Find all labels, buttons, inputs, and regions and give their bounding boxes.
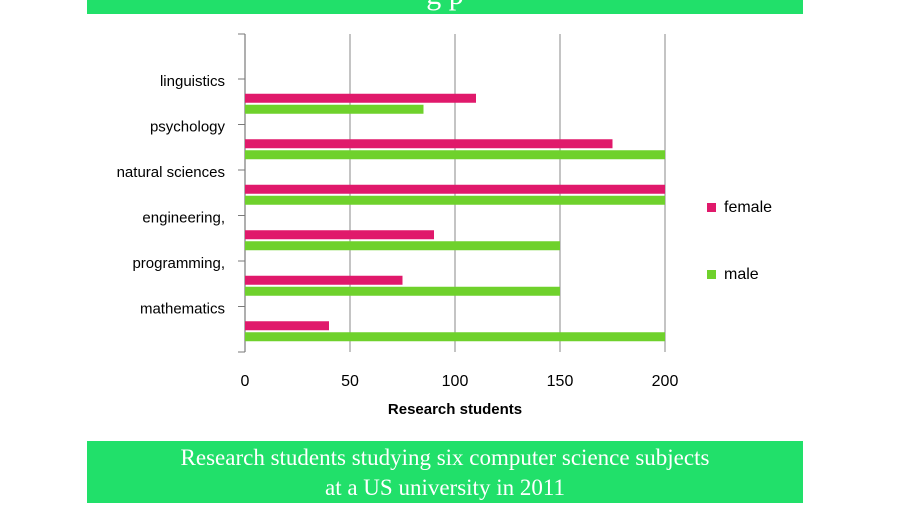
bar-female bbox=[245, 93, 476, 103]
x-tick-label: 200 bbox=[652, 373, 679, 390]
caption-line-2: at a US university in 2011 bbox=[325, 475, 565, 500]
x-tick-label: 0 bbox=[241, 373, 250, 390]
legend-label-male: male bbox=[724, 266, 759, 283]
y-category-label: programming, bbox=[132, 255, 225, 272]
bar-female bbox=[245, 275, 403, 285]
y-category-label: linguistics bbox=[160, 73, 225, 90]
bar-male bbox=[245, 286, 560, 296]
top-banner-partial-title: g p bbox=[87, 0, 803, 12]
bar-chart: 0 50 100 150 200 linguistics psychology natural… bbox=[117, 33, 772, 418]
top-banner: g p bbox=[87, 0, 803, 14]
legend-swatch-female bbox=[707, 203, 716, 212]
bar-male bbox=[245, 104, 424, 114]
bar-male bbox=[245, 241, 560, 251]
x-axis-title: Research students bbox=[388, 401, 522, 418]
x-tick-label: 50 bbox=[341, 373, 359, 390]
bar-female bbox=[245, 184, 665, 194]
y-category-label: psychology bbox=[150, 118, 226, 135]
y-category-label: engineering, bbox=[142, 209, 225, 226]
bar-male bbox=[245, 150, 665, 160]
legend-label-female: female bbox=[724, 199, 772, 216]
x-tick-label: 100 bbox=[442, 373, 469, 390]
legend-swatch-male bbox=[707, 270, 716, 279]
bar-male bbox=[245, 332, 665, 342]
y-category-label: natural sciences bbox=[117, 164, 225, 181]
x-tick-label: 150 bbox=[547, 373, 574, 390]
bar-female bbox=[245, 139, 613, 149]
bar-male bbox=[245, 195, 665, 205]
chart-caption: Research students studying six computer … bbox=[87, 441, 803, 503]
caption-line-1: Research students studying six computer … bbox=[180, 445, 710, 470]
bar-female bbox=[245, 321, 329, 331]
bar-female bbox=[245, 230, 434, 240]
y-category-label: mathematics bbox=[140, 300, 225, 317]
